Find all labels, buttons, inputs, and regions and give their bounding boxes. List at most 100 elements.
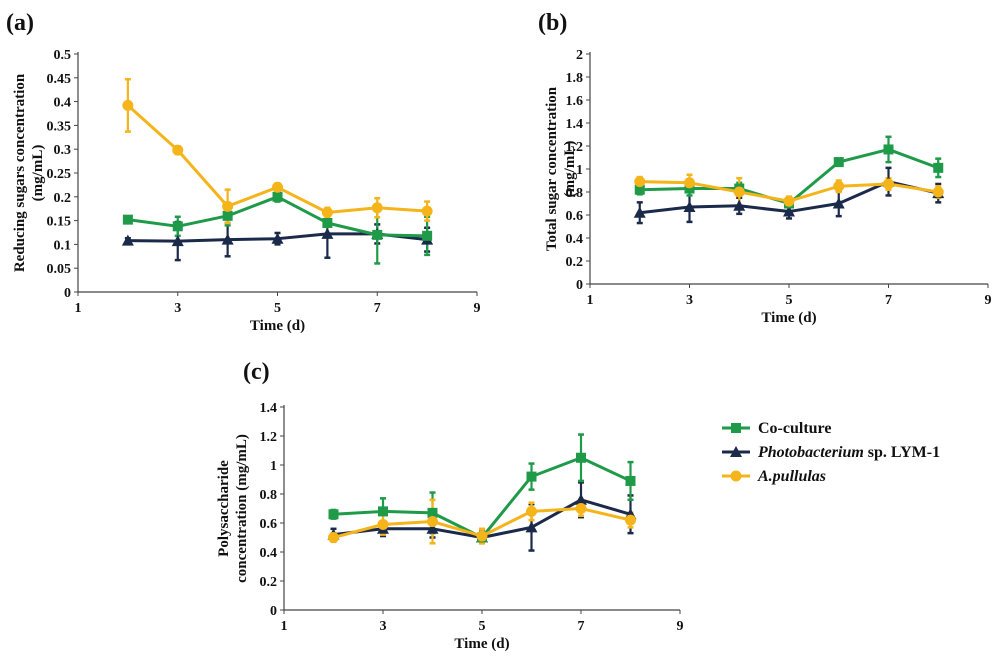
legend-label-part: Photobacterium bbox=[757, 444, 864, 461]
y-tick-label: 0.35 bbox=[47, 119, 72, 134]
x-tick-label: 5 bbox=[274, 301, 281, 316]
data-point bbox=[525, 521, 538, 533]
data-point bbox=[426, 522, 439, 534]
data-point bbox=[372, 229, 383, 240]
y-tick-label: 1.6 bbox=[566, 94, 584, 109]
y-axis-label: (mg/mL) bbox=[30, 145, 46, 202]
y-tick-label: 0.6 bbox=[566, 209, 584, 224]
data-point bbox=[634, 184, 645, 195]
data-point bbox=[171, 235, 184, 247]
data-point bbox=[625, 475, 636, 486]
data-point bbox=[683, 200, 696, 212]
y-tick-label: 1.8 bbox=[566, 71, 584, 86]
series-triangle bbox=[121, 227, 434, 247]
legend-label-part: sp. LYM-1 bbox=[864, 444, 940, 461]
data-point bbox=[122, 99, 134, 111]
x-tick-label: 7 bbox=[374, 301, 381, 316]
x-tick-label: 7 bbox=[578, 619, 585, 634]
data-point bbox=[421, 205, 433, 217]
y-axis-label: concentration (mg/mL) bbox=[234, 434, 250, 583]
y-tick-label: 1.4 bbox=[260, 401, 278, 416]
data-point bbox=[322, 217, 333, 228]
x-axis-label: Time (d) bbox=[761, 310, 816, 326]
data-point bbox=[172, 221, 183, 232]
y-axis-label: Reducing sugars concentration bbox=[12, 73, 28, 272]
legend-item: A.pullulas bbox=[722, 468, 826, 485]
x-axis-label: Time (d) bbox=[454, 636, 509, 652]
x-tick-label: 9 bbox=[677, 619, 684, 634]
y-tick-label: 0 bbox=[576, 278, 583, 293]
x-tick-label: 5 bbox=[786, 293, 793, 308]
data-point bbox=[427, 507, 438, 518]
data-point bbox=[684, 183, 695, 194]
x-tick-label: 1 bbox=[281, 619, 288, 634]
panel-label: (b) bbox=[538, 10, 567, 36]
data-point bbox=[271, 232, 284, 244]
y-tick-label: 0.2 bbox=[260, 575, 278, 590]
legend-label: Photobacterium sp. LYM-1 bbox=[757, 444, 940, 461]
data-point bbox=[321, 227, 334, 239]
x-axis-label: Time (d) bbox=[250, 318, 305, 334]
series-circle bbox=[122, 99, 433, 219]
y-tick-label: 0.4 bbox=[260, 546, 278, 561]
y-tick-label: 0.2 bbox=[566, 255, 584, 270]
data-point bbox=[575, 493, 587, 505]
data-point bbox=[221, 233, 234, 245]
data-point bbox=[833, 180, 845, 192]
y-tick-label: 0.4 bbox=[54, 96, 72, 111]
data-point bbox=[575, 503, 587, 514]
x-tick-label: 3 bbox=[174, 301, 181, 316]
data-point bbox=[377, 518, 389, 530]
series-circle bbox=[328, 503, 636, 543]
legend-item: Co-culture bbox=[722, 420, 831, 437]
data-point bbox=[222, 210, 233, 221]
y-tick-label: 0.45 bbox=[47, 72, 72, 87]
series-square bbox=[122, 191, 433, 241]
legend-item: Photobacterium sp. LYM-1 bbox=[722, 444, 940, 461]
x-tick-label: 1 bbox=[587, 293, 594, 308]
legend-label: Co-culture bbox=[758, 420, 831, 437]
y-tick-label: 0 bbox=[64, 286, 71, 301]
y-axis-label: (mg/mL) bbox=[562, 141, 578, 198]
series-circle bbox=[634, 176, 944, 207]
y-tick-label: 0.2 bbox=[54, 191, 72, 206]
panel-label: (c) bbox=[243, 359, 270, 385]
data-point bbox=[371, 202, 383, 214]
y-tick-label: 1.4 bbox=[566, 117, 584, 132]
data-point bbox=[422, 230, 433, 241]
y-tick-label: 0.05 bbox=[47, 262, 72, 277]
legend: Co-culture Photobacterium sp. LYM-1 A.pull… bbox=[722, 420, 940, 485]
x-tick-label: 5 bbox=[479, 619, 486, 634]
x-tick-label: 9 bbox=[985, 293, 992, 308]
data-point bbox=[933, 162, 944, 173]
data-point bbox=[932, 186, 944, 198]
y-tick-label: 1 bbox=[576, 163, 583, 178]
panel-label: (a) bbox=[6, 10, 34, 36]
legend-marker bbox=[731, 423, 741, 433]
legend-marker bbox=[730, 446, 742, 457]
x-tick-label: 3 bbox=[686, 293, 693, 308]
data-point bbox=[576, 452, 586, 463]
data-point bbox=[633, 206, 646, 218]
data-point bbox=[121, 234, 134, 246]
data-point bbox=[328, 509, 339, 520]
data-point bbox=[832, 197, 845, 209]
data-point bbox=[321, 207, 333, 219]
error-bars-square bbox=[124, 190, 431, 265]
y-tick-label: 0.6 bbox=[260, 517, 278, 532]
data-point bbox=[634, 176, 646, 188]
data-point bbox=[883, 144, 894, 155]
y-tick-label: 0.25 bbox=[47, 167, 72, 182]
panel-c: (c) 0 0.2 0.4 0.6 0.8 1 1.2 1.4 1 3 5 7 9 Time (d) Poly… bbox=[216, 359, 684, 652]
y-axis-label: Total sugar concentration bbox=[544, 86, 560, 251]
data-point bbox=[526, 471, 537, 482]
data-point bbox=[733, 186, 745, 198]
data-point bbox=[883, 178, 894, 190]
y-tick-label: 0.8 bbox=[566, 186, 584, 201]
x-tick-label: 3 bbox=[380, 619, 387, 634]
y-tick-label: 0.3 bbox=[54, 143, 72, 158]
data-point bbox=[625, 514, 636, 526]
data-point bbox=[783, 195, 795, 207]
x-tick-label: 1 bbox=[75, 301, 82, 316]
